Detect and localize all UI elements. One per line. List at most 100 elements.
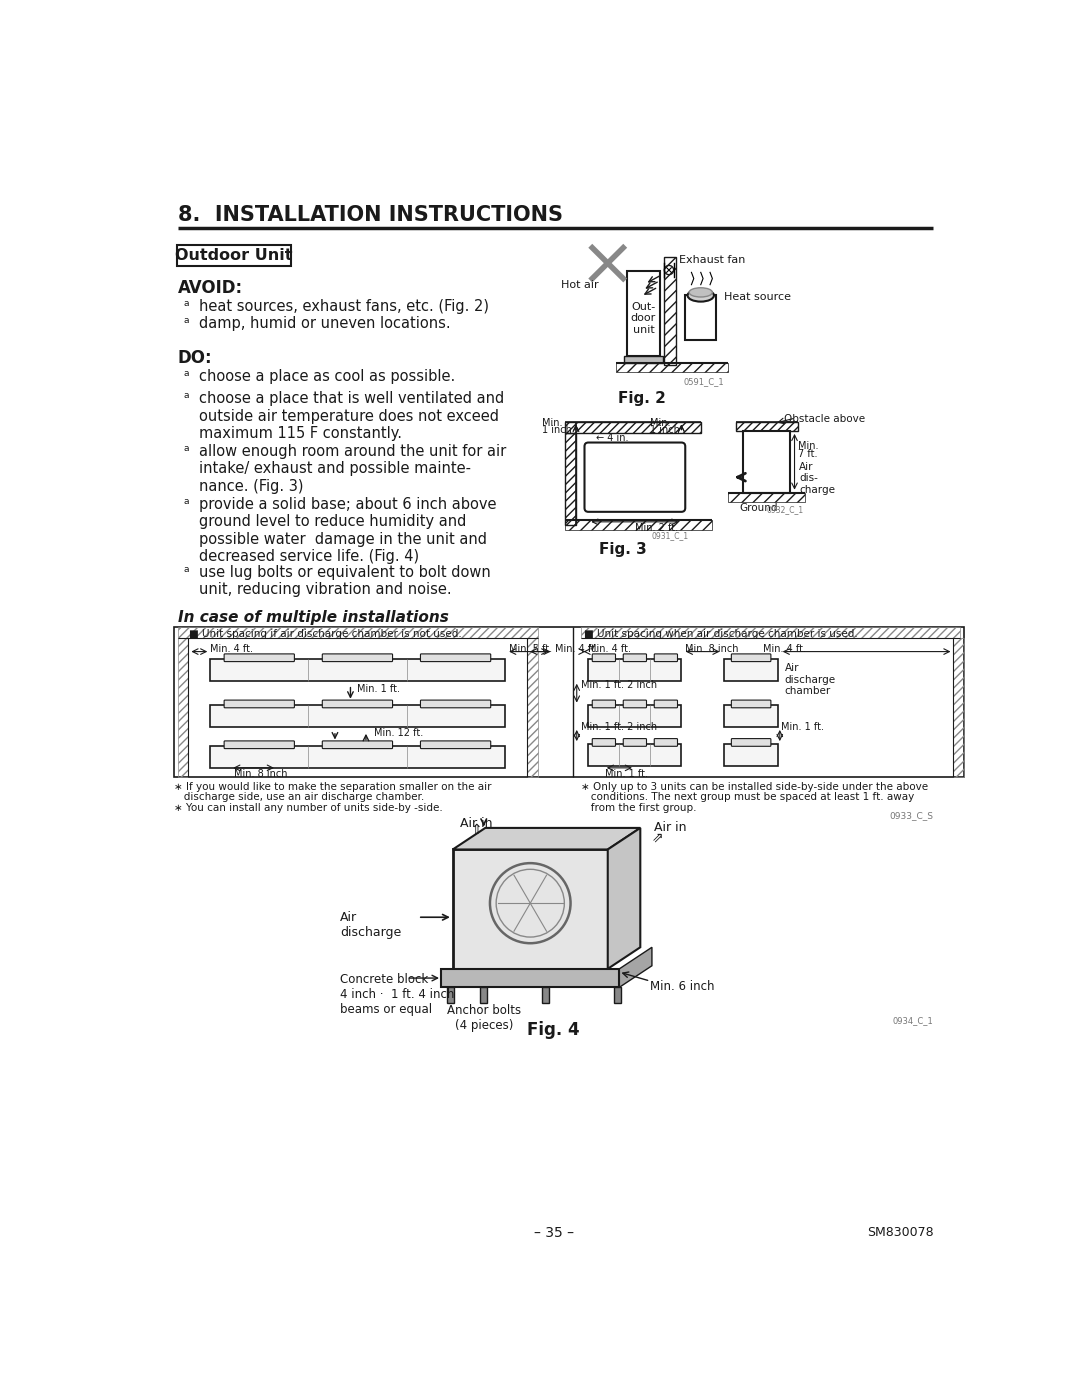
Text: a: a	[184, 299, 189, 309]
FancyBboxPatch shape	[731, 654, 771, 662]
Bar	[663, 257, 676, 365]
Bar	[446, 988, 454, 1003]
Text: a: a	[184, 497, 189, 506]
Text: allow enough room around the unit for air
intake/ exhaust and possible mainte-
n: allow enough room around the unit for ai…	[200, 444, 507, 495]
FancyBboxPatch shape	[225, 654, 295, 662]
Bar	[728, 493, 806, 502]
Bar	[177, 637, 189, 777]
Text: Min. 2 ft.: Min. 2 ft.	[635, 524, 678, 534]
Bar	[441, 970, 619, 988]
FancyBboxPatch shape	[623, 700, 647, 708]
Text: ⇑: ⇑	[470, 823, 482, 837]
FancyBboxPatch shape	[654, 739, 677, 746]
Bar	[542, 988, 549, 1003]
Bar	[616, 363, 728, 373]
Text: Min. 1 ft.: Min. 1 ft.	[781, 722, 824, 732]
Text: ■ Unit spacing when air discharge chamber is used.: ■ Unit spacing when air discharge chambe…	[584, 629, 859, 640]
FancyBboxPatch shape	[654, 654, 677, 662]
Text: Min. 12 ft.: Min. 12 ft.	[374, 728, 423, 738]
Bar	[743, 432, 789, 493]
Text: 1 inch: 1 inch	[650, 425, 680, 434]
Bar	[211, 659, 504, 680]
Text: Min.: Min.	[542, 418, 563, 427]
FancyBboxPatch shape	[420, 740, 490, 749]
Text: ∗ If you would like to make the separation smaller on the air: ∗ If you would like to make the separati…	[174, 782, 491, 792]
Text: choose a place that is well ventilated and
outside air temperature does not exce: choose a place that is well ventilated a…	[200, 391, 504, 441]
FancyBboxPatch shape	[592, 739, 616, 746]
Text: Fig. 3: Fig. 3	[599, 542, 647, 557]
Text: Anchor bolts
(4 pieces): Anchor bolts (4 pieces)	[447, 1004, 521, 1032]
Text: Min. 1 ft. 2 inch: Min. 1 ft. 2 inch	[581, 680, 657, 690]
Text: a: a	[184, 391, 189, 401]
Text: Min. 4 ft.: Min. 4 ft.	[589, 644, 632, 654]
FancyBboxPatch shape	[623, 654, 647, 662]
Text: Air
discharge: Air discharge	[340, 911, 402, 939]
Text: Outdoor Unit: Outdoor Unit	[175, 247, 293, 263]
Text: a: a	[184, 564, 189, 574]
Text: a: a	[184, 316, 189, 326]
Text: use lug bolts or equivalent to bolt down
unit, reducing vibration and noise.: use lug bolts or equivalent to bolt down…	[200, 564, 491, 597]
Text: – 35 –: – 35 –	[534, 1227, 573, 1241]
Polygon shape	[453, 828, 640, 849]
Text: Ground: Ground	[740, 503, 778, 513]
Text: 1 inch: 1 inch	[542, 425, 571, 434]
Bar	[613, 988, 621, 1003]
Bar	[724, 745, 779, 766]
FancyBboxPatch shape	[225, 700, 295, 708]
Text: 0933_C_S: 0933_C_S	[889, 812, 933, 820]
Text: Air
discharge
chamber: Air discharge chamber	[784, 664, 836, 696]
FancyBboxPatch shape	[322, 700, 392, 708]
Text: damp, humid or uneven locations.: damp, humid or uneven locations.	[200, 316, 451, 331]
Text: Fig. 2: Fig. 2	[618, 391, 665, 407]
Bar	[589, 659, 681, 680]
Polygon shape	[619, 947, 652, 988]
Text: Out-
door
unit: Out- door unit	[631, 302, 656, 335]
Text: 0591_C_1: 0591_C_1	[684, 377, 724, 386]
Text: 0931_C_1: 0931_C_1	[652, 531, 689, 541]
Bar	[453, 849, 608, 970]
Text: Air
dis-
charge: Air dis- charge	[799, 462, 835, 495]
Text: Air in: Air in	[654, 821, 687, 834]
Text: DO:: DO:	[177, 349, 213, 366]
FancyBboxPatch shape	[654, 700, 677, 708]
Text: Obstacle above: Obstacle above	[784, 414, 865, 425]
Text: Concrete block
4 inch ·  1 ft. 4 inch
beams or equal: Concrete block 4 inch · 1 ft. 4 inch bea…	[340, 972, 455, 1016]
Bar	[177, 627, 538, 637]
Text: 0932_C_1: 0932_C_1	[767, 504, 804, 514]
FancyBboxPatch shape	[731, 700, 771, 708]
Text: Min. 1 ft.: Min. 1 ft.	[606, 770, 648, 780]
FancyBboxPatch shape	[584, 443, 685, 511]
Text: ⇗: ⇗	[652, 831, 663, 845]
FancyBboxPatch shape	[623, 739, 647, 746]
FancyBboxPatch shape	[322, 740, 392, 749]
Bar	[211, 746, 504, 768]
Text: choose a place as cool as possible.: choose a place as cool as possible.	[200, 369, 456, 384]
Text: 0934_C_1: 0934_C_1	[892, 1017, 933, 1025]
Text: Exhaust fan: Exhaust fan	[679, 256, 745, 265]
Bar	[589, 705, 681, 726]
Text: ∗ You can install any number of units side-by -side.: ∗ You can install any number of units si…	[174, 803, 443, 813]
Bar	[480, 988, 487, 1003]
Text: from the first group.: from the first group.	[581, 803, 697, 813]
Bar	[589, 745, 681, 766]
Bar	[954, 637, 964, 777]
FancyBboxPatch shape	[731, 739, 771, 746]
FancyBboxPatch shape	[177, 244, 291, 267]
Text: 8.  INSTALLATION INSTRUCTIONS: 8. INSTALLATION INSTRUCTIONS	[177, 205, 563, 225]
Text: ← 4 in.: ← 4 in.	[596, 433, 629, 443]
Text: provide a solid base; about 6 inch above
ground level to reduce humidity and
pos: provide a solid base; about 6 inch above…	[200, 497, 497, 564]
Bar	[565, 422, 701, 433]
Bar	[735, 422, 798, 432]
FancyBboxPatch shape	[592, 654, 616, 662]
Bar	[565, 520, 713, 529]
Text: SM830078: SM830078	[866, 1227, 933, 1239]
Text: Min. 1 ft.: Min. 1 ft.	[356, 685, 400, 694]
Text: Hot air: Hot air	[562, 279, 599, 291]
FancyBboxPatch shape	[420, 700, 490, 708]
Text: Min. 6 inch: Min. 6 inch	[650, 979, 715, 993]
Polygon shape	[608, 828, 640, 970]
Bar	[211, 705, 504, 726]
Bar	[685, 295, 716, 339]
Text: ∗ Only up to 3 units can be installed side-by-side under the above: ∗ Only up to 3 units can be installed si…	[581, 782, 928, 792]
FancyBboxPatch shape	[225, 740, 295, 749]
